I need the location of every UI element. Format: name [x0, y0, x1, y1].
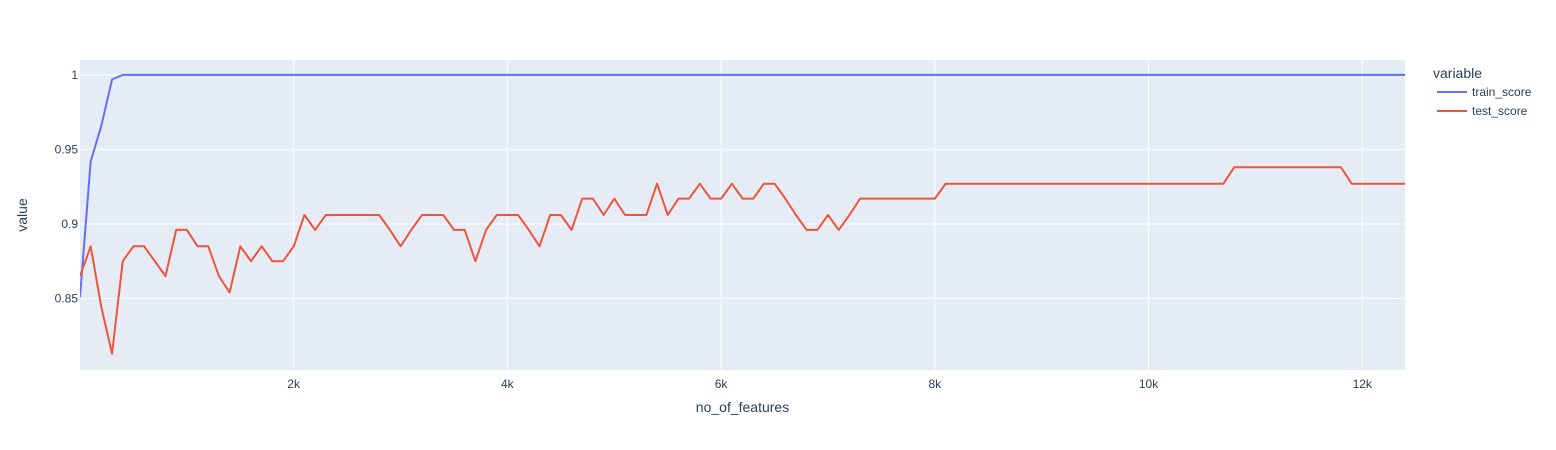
x-tick-label: 4k — [501, 377, 515, 391]
legend-title: variable — [1433, 65, 1482, 81]
series-layer — [80, 73, 1405, 355]
x-gridlines — [293, 60, 1363, 370]
x-tick-label: 2k — [287, 377, 301, 391]
x-tick-label: 12k — [1353, 377, 1373, 391]
x-tick-label: 6k — [715, 377, 729, 391]
x-axis-ticks: 2k 4k 6k 8k 10k 12k — [287, 377, 1373, 391]
x-tick-label: 8k — [928, 377, 942, 391]
x-axis-title: no_of_features — [696, 399, 789, 415]
plot-area — [80, 60, 1405, 370]
legend-item-train-score[interactable]: train_score — [1437, 85, 1532, 99]
y-tick-label: 0.9 — [61, 217, 78, 231]
y-axis-ticks: 0.85 0.9 0.95 1 — [55, 68, 79, 306]
legend[interactable]: variable train_score test_score — [1433, 65, 1532, 118]
y-axis-title: value — [14, 198, 30, 232]
legend-item-test-score[interactable]: test_score — [1437, 104, 1528, 118]
legend-label: test_score — [1472, 104, 1528, 118]
y-tick-label: 0.85 — [55, 291, 79, 305]
legend-label: train_score — [1472, 85, 1532, 99]
x-tick-label: 10k — [1139, 377, 1159, 391]
series-line-test-score[interactable] — [80, 166, 1405, 355]
y-tick-label: 1 — [71, 68, 78, 82]
y-tick-label: 0.95 — [55, 142, 79, 156]
series-line-train-score[interactable] — [80, 73, 1405, 298]
